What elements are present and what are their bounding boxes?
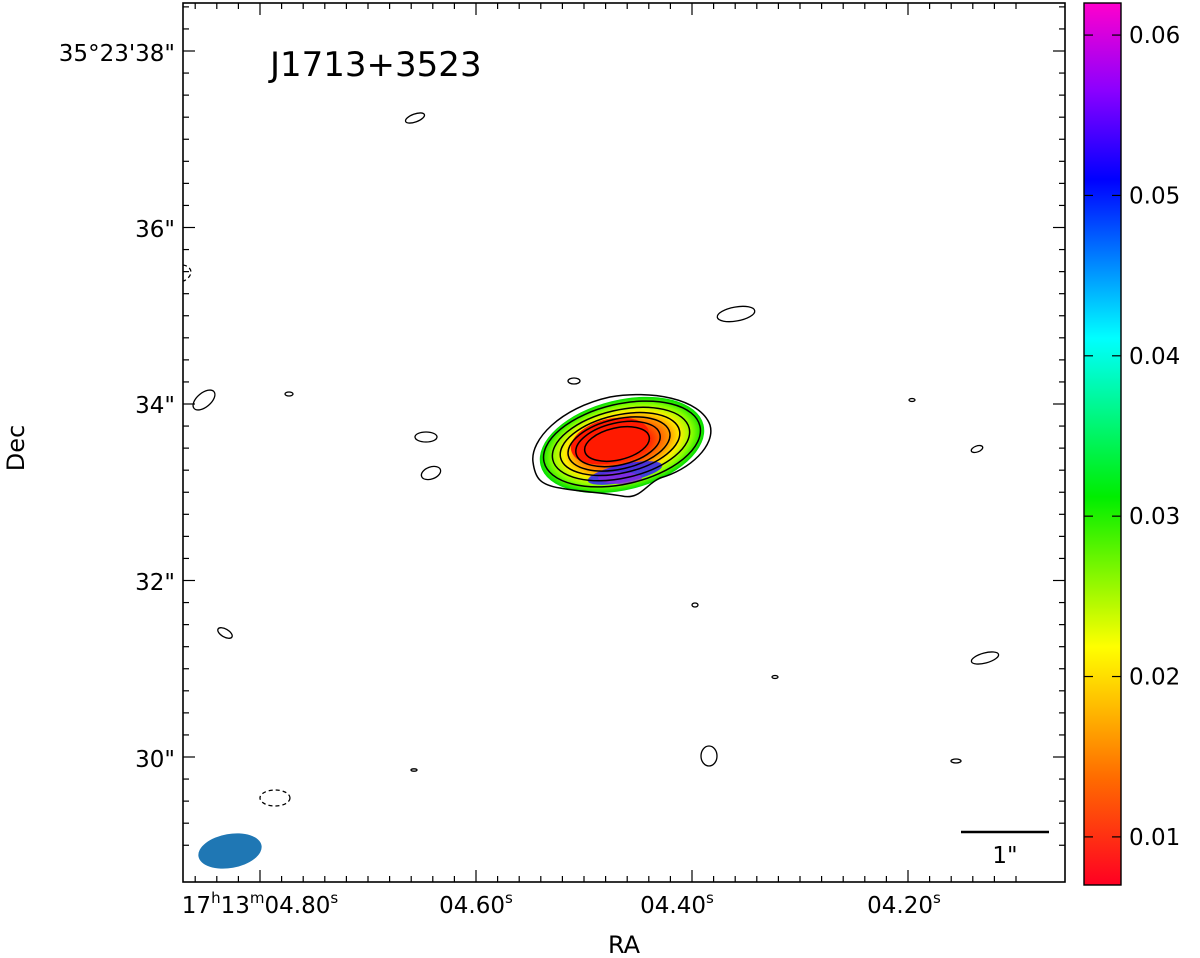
- x-axis-title: RA: [608, 931, 641, 958]
- x-tick-label-0460: 04.60s: [439, 889, 513, 919]
- y-tick-label-38: 35°23'38": [59, 41, 175, 67]
- source-contours: [532, 393, 712, 498]
- source-title: J1713+3523: [268, 45, 482, 85]
- scale-bar-label: 1": [992, 843, 1017, 869]
- colorbar-tick-label: 0.06: [1129, 23, 1180, 49]
- x-tick-label-0480: 17h13m04.80s: [182, 889, 339, 919]
- noise-contours: [183, 112, 1000, 807]
- colorbar-tick-label: 0.05: [1129, 183, 1180, 209]
- colorbar-ticks: 0.01 0.02 0.03 0.04 0.05 0.06: [1084, 23, 1180, 851]
- colorbar-tick-label: 0.02: [1129, 665, 1180, 691]
- y-axis-title: Dec: [2, 425, 30, 471]
- colorbar-tick-label: 0.01: [1129, 825, 1180, 851]
- y-tick-label-30: 30": [135, 747, 175, 773]
- x-tick-labels: 17h13m04.80s 04.60s 04.40s 04.20s: [182, 889, 941, 919]
- x-tick-label-0440: 04.40s: [640, 889, 714, 919]
- plot-area: 1" J1713+3523: [183, 45, 1049, 869]
- y-tick-label-32: 32": [135, 570, 175, 596]
- colorbar-tick-label: 0.03: [1129, 504, 1180, 530]
- scale-bar: 1": [961, 830, 1049, 869]
- plot-frame: [182, 2, 1066, 883]
- beam-ellipse: [198, 833, 262, 869]
- axis-ticks: [183, 3, 1065, 882]
- y-tick-label-34: 34": [135, 393, 175, 419]
- colorbar: 0.01 0.02 0.03 0.04 0.05 0.06: [1083, 2, 1180, 886]
- y-tick-label-36: 36": [135, 217, 175, 243]
- colorbar-tick-label: 0.04: [1129, 344, 1180, 370]
- colorbar-gradient: [1083, 2, 1122, 886]
- y-tick-labels: 35°23'38" 36" 34" 32" 30": [59, 41, 175, 773]
- source-emission: [539, 396, 705, 494]
- x-tick-label-0420: 04.20s: [867, 889, 941, 919]
